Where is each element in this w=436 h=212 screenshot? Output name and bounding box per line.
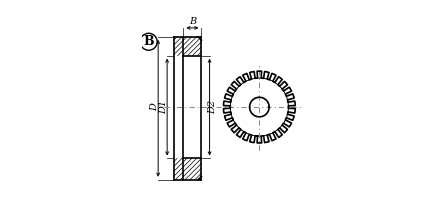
Text: B: B	[143, 35, 154, 48]
Text: D: D	[150, 103, 159, 111]
Polygon shape	[184, 37, 201, 56]
Polygon shape	[174, 37, 184, 56]
Polygon shape	[174, 159, 184, 180]
Text: D2: D2	[208, 100, 217, 114]
Text: D1: D1	[160, 100, 168, 114]
Polygon shape	[184, 159, 201, 180]
Text: B: B	[189, 17, 196, 26]
